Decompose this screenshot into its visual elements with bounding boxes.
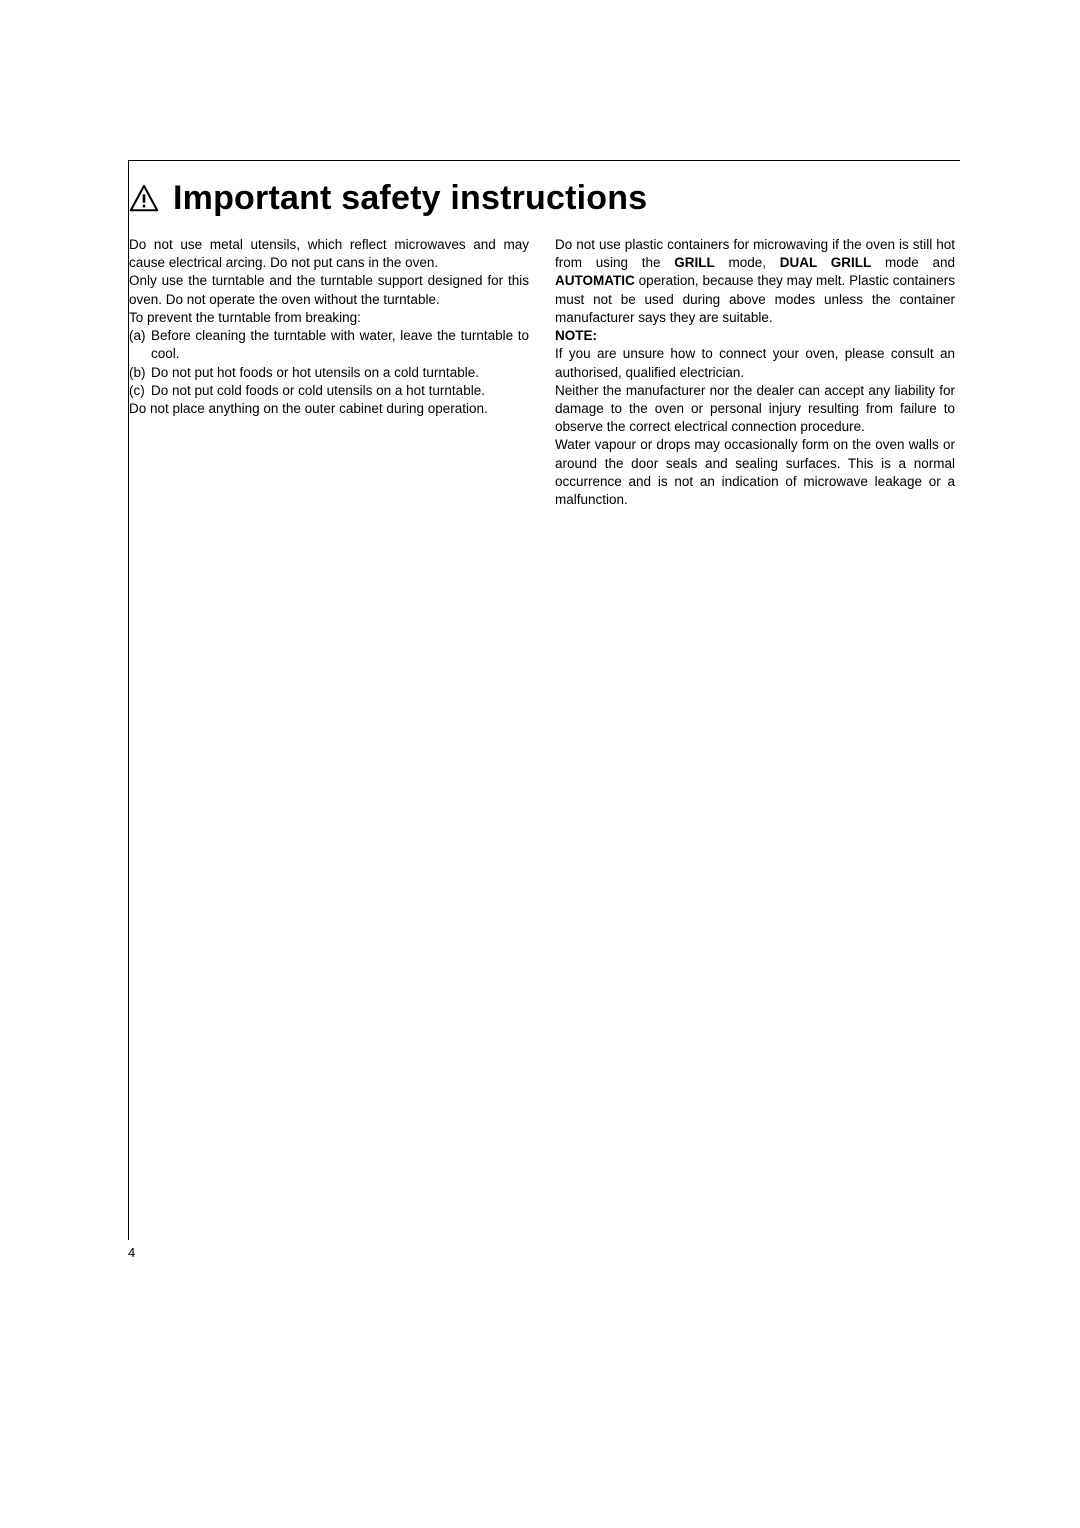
bold-term: DUAL GRILL [780, 255, 871, 270]
list-label: (a) [129, 327, 146, 345]
bold-term: AUTOMATIC [555, 273, 635, 288]
paragraph: Do not use plastic containers for microw… [555, 236, 955, 327]
paragraph: Water vapour or drops may occasionally f… [555, 436, 955, 509]
list-text: Do not put hot foods or hot utensils on … [151, 365, 479, 380]
list-label: (b) [129, 364, 146, 382]
content-area: Important safety instructions Do not use… [129, 161, 960, 509]
two-column-layout: Do not use metal utensils, which reflect… [129, 236, 960, 509]
bold-term: GRILL [674, 255, 715, 270]
list-label: (c) [129, 382, 145, 400]
note-heading: NOTE: [555, 327, 955, 345]
paragraph: Do not use metal utensils, which reflect… [129, 236, 529, 272]
page-title: Important safety instructions [173, 179, 647, 218]
paragraph: If you are unsure how to connect your ov… [555, 345, 955, 381]
page-border: Important safety instructions Do not use… [128, 160, 960, 1240]
right-column: Do not use plastic containers for microw… [555, 236, 955, 509]
list-item: (c) Do not put cold foods or cold utensi… [151, 382, 529, 400]
paragraph: To prevent the turntable from breaking: [129, 309, 529, 327]
paragraph: Do not place anything on the outer cabin… [129, 400, 529, 418]
left-column: Do not use metal utensils, which reflect… [129, 236, 529, 509]
lettered-list: (a) Before cleaning the turntable with w… [129, 327, 529, 400]
paragraph: Neither the manufacturer nor the dealer … [555, 382, 955, 437]
list-item: (a) Before cleaning the turntable with w… [151, 327, 529, 363]
list-text: Do not put cold foods or cold utensils o… [151, 383, 485, 398]
list-text: Before cleaning the turntable with water… [151, 328, 529, 361]
page-number: 4 [128, 1245, 135, 1260]
paragraph: Only use the turntable and the turntable… [129, 272, 529, 308]
title-row: Important safety instructions [129, 179, 960, 218]
list-item: (b) Do not put hot foods or hot utensils… [151, 364, 529, 382]
warning-triangle-icon [129, 184, 159, 214]
